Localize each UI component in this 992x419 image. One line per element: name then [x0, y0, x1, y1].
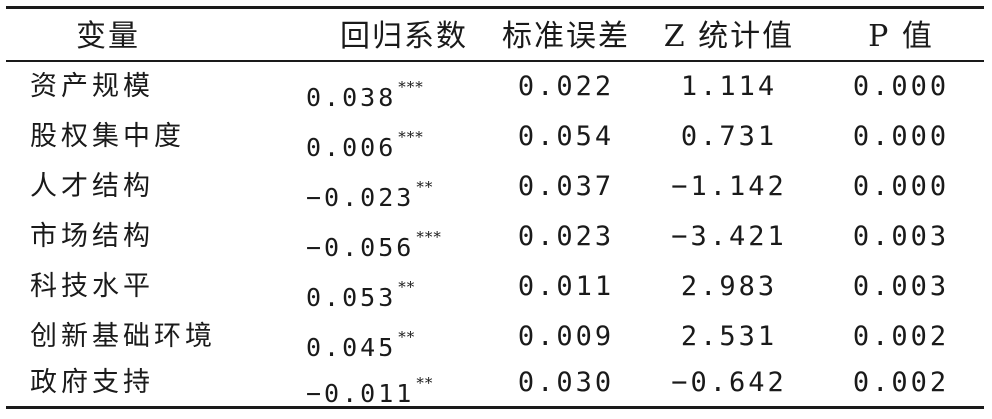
- row-std-error: 0.009: [517, 321, 615, 352]
- row-coefficient: −0.056 ***: [306, 228, 442, 262]
- row-z-stat: −1.142: [671, 171, 787, 202]
- bottom-rule: [6, 406, 984, 409]
- significance-stars: **: [398, 278, 416, 296]
- table-row: 资产规模 0.038 *** 0.022 1.114 0.000: [6, 62, 984, 112]
- row-coefficient: −0.011 **: [306, 374, 434, 408]
- row-variable: 创新基础环境: [30, 321, 216, 352]
- significance-stars: ***: [398, 78, 424, 96]
- row-variable: 科技水平: [30, 271, 154, 302]
- row-std-error: 0.023: [517, 221, 615, 252]
- row-variable: 市场结构: [30, 221, 154, 252]
- header-std-error: 标准误差: [502, 19, 630, 54]
- row-std-error: 0.011: [517, 271, 615, 302]
- row-std-error: 0.054: [517, 121, 615, 152]
- row-variable: 政府支持: [30, 367, 154, 398]
- header-z-stat: Z 统计值: [663, 19, 795, 54]
- row-std-error: 0.022: [517, 71, 615, 102]
- table-row: 创新基础环境 0.045 ** 0.009 2.531 0.002: [6, 312, 984, 362]
- row-std-error: 0.037: [517, 171, 615, 202]
- significance-stars: **: [398, 328, 416, 346]
- row-coefficient: 0.038 ***: [306, 78, 424, 112]
- row-p-value: 0.000: [852, 121, 950, 152]
- row-coefficient: 0.006 ***: [306, 128, 424, 162]
- row-z-stat: 0.731: [680, 121, 778, 152]
- row-z-stat: 1.114: [680, 71, 778, 102]
- header-variable: 变量: [76, 19, 140, 54]
- row-p-value: 0.002: [852, 321, 950, 352]
- row-p-value: 0.002: [852, 367, 950, 398]
- header-coefficient: 回归系数: [340, 19, 468, 54]
- row-coefficient: 0.045 **: [306, 328, 416, 362]
- top-rule: [6, 6, 984, 9]
- row-variable: 股权集中度: [30, 121, 185, 152]
- table-row: 股权集中度 0.006 *** 0.054 0.731 0.000: [6, 112, 984, 162]
- row-p-value: 0.000: [852, 71, 950, 102]
- significance-stars: **: [416, 178, 434, 196]
- row-p-value: 0.003: [852, 221, 950, 252]
- row-coefficient: −0.023 **: [306, 178, 434, 212]
- table-row: 政府支持 −0.011 ** 0.030 −0.642 0.002: [6, 358, 984, 408]
- significance-stars: ***: [416, 228, 442, 246]
- significance-stars: **: [416, 374, 434, 392]
- header-p-value: P 值: [868, 19, 934, 54]
- row-p-value: 0.000: [852, 171, 950, 202]
- header-row: 变量 回归系数 标准误差 Z 统计值 P 值: [6, 12, 984, 62]
- row-coefficient: 0.053 **: [306, 278, 416, 312]
- row-z-stat: −0.642: [671, 367, 787, 398]
- row-z-stat: 2.531: [680, 321, 778, 352]
- row-std-error: 0.030: [517, 367, 615, 398]
- row-p-value: 0.003: [852, 271, 950, 302]
- table-row: 市场结构 −0.056 *** 0.023 −3.421 0.003: [6, 212, 984, 262]
- row-variable: 人才结构: [30, 171, 154, 202]
- row-z-stat: −3.421: [671, 221, 787, 252]
- row-z-stat: 2.983: [680, 271, 778, 302]
- table-row: 科技水平 0.053 ** 0.011 2.983 0.003: [6, 262, 984, 312]
- table-row: 人才结构 −0.023 ** 0.037 −1.142 0.000: [6, 162, 984, 212]
- significance-stars: ***: [398, 128, 424, 146]
- header-rule: [6, 60, 984, 62]
- row-variable: 资产规模: [30, 71, 154, 102]
